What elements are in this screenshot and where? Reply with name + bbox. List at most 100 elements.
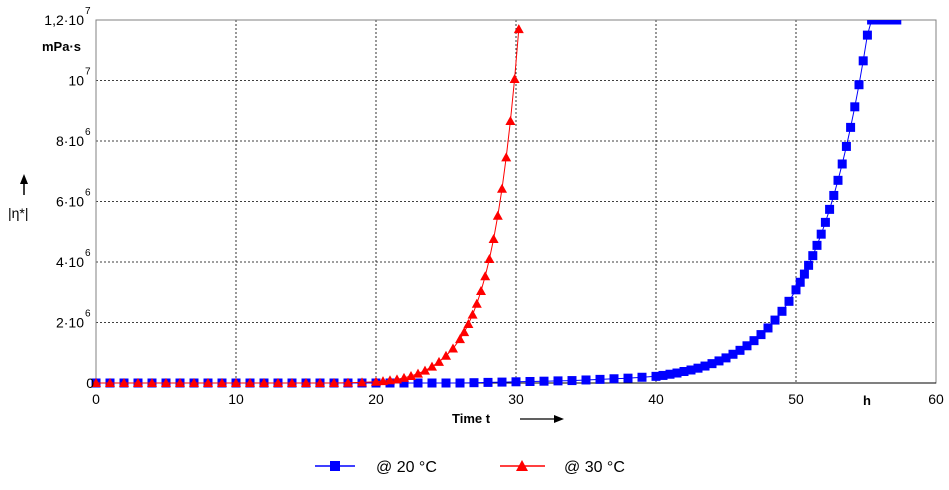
x-tick-label: 10	[228, 391, 244, 407]
data-series	[91, 20, 902, 388]
data-point	[816, 229, 826, 239]
data-point	[513, 24, 524, 34]
data-point	[455, 334, 465, 344]
data-point	[399, 378, 409, 388]
data-point	[413, 378, 423, 388]
data-point	[441, 378, 451, 388]
legend-label-20c: @ 20 °C	[376, 459, 437, 476]
x-tick-label: 0	[92, 391, 100, 407]
y-tick-label: 0	[86, 375, 94, 391]
data-point	[658, 370, 668, 380]
data-point	[259, 378, 269, 387]
data-point	[175, 378, 185, 387]
y-tick-exponent: 7	[85, 67, 91, 78]
data-point	[567, 376, 577, 386]
data-point	[315, 378, 325, 387]
data-point	[245, 378, 255, 387]
data-point	[441, 350, 451, 360]
data-point	[434, 356, 444, 366]
data-point	[357, 377, 367, 387]
data-point	[525, 376, 535, 386]
data-point	[700, 361, 710, 371]
data-point	[581, 375, 591, 385]
y-tick-label: 1,2·10	[44, 12, 84, 28]
data-point	[795, 277, 805, 287]
data-point	[469, 378, 479, 388]
data-point	[406, 371, 416, 381]
data-point	[501, 152, 512, 162]
data-point	[189, 378, 199, 387]
data-point	[427, 378, 437, 388]
data-point	[385, 375, 395, 385]
x-axis-label: Time t	[452, 411, 491, 426]
data-point	[637, 372, 647, 382]
data-point	[105, 378, 115, 387]
data-point	[820, 217, 830, 227]
data-point	[609, 374, 619, 384]
data-point	[484, 253, 495, 263]
y-tick-exponent: 6	[85, 188, 91, 199]
series-line	[96, 29, 520, 384]
data-point	[497, 377, 507, 387]
data-point	[420, 365, 430, 375]
data-point	[287, 378, 297, 387]
data-point	[217, 378, 227, 387]
data-point	[488, 234, 499, 244]
data-point	[467, 309, 478, 319]
x-axis-arrow-icon	[520, 415, 564, 423]
series-1	[91, 24, 524, 387]
x-axis-ticks: 0 10 20 30 40 50 60	[92, 391, 944, 407]
data-point	[413, 368, 423, 378]
data-point	[693, 363, 703, 373]
y-tick-label: 10	[68, 73, 84, 89]
data-point	[841, 141, 851, 151]
legend-label-30c: @ 30 °C	[564, 459, 625, 476]
data-point	[455, 378, 465, 388]
x-tick-label: 60	[928, 391, 944, 407]
data-point	[463, 319, 474, 329]
data-point	[665, 369, 675, 379]
data-point	[777, 306, 787, 316]
grid-lines	[96, 19, 936, 383]
data-point	[448, 343, 458, 353]
data-point	[553, 376, 563, 386]
data-point	[854, 80, 864, 90]
data-point	[509, 73, 520, 83]
y-axis-unit: mPa·s	[42, 39, 81, 54]
data-point	[846, 122, 856, 132]
data-point	[492, 210, 503, 220]
data-point	[707, 359, 717, 369]
data-point	[505, 116, 516, 126]
data-point	[784, 296, 794, 306]
data-point	[371, 376, 381, 386]
legend-item-20c: @ 20 °C	[315, 459, 437, 476]
data-point	[147, 378, 157, 387]
y-tick-label: 8·10	[56, 133, 84, 149]
data-point	[850, 102, 860, 112]
data-point	[329, 378, 339, 387]
data-point	[679, 367, 689, 377]
data-point	[623, 373, 633, 383]
data-point	[825, 204, 835, 214]
y-tick-exponent: 6	[85, 127, 91, 138]
data-point	[539, 376, 549, 386]
data-point	[672, 368, 682, 378]
data-point	[471, 298, 482, 308]
y-tick-exponent: 6	[85, 248, 91, 259]
legend: @ 20 °C @ 30 °C	[315, 459, 625, 476]
data-point	[497, 183, 507, 193]
y-tick-label: 6·10	[56, 194, 84, 210]
y-tick-label: 2·10	[56, 315, 84, 331]
data-point	[808, 251, 818, 261]
y-axis-label: |η*|	[8, 205, 29, 221]
data-point	[862, 30, 872, 40]
data-point	[721, 353, 731, 363]
data-point	[231, 378, 241, 387]
data-point	[378, 376, 388, 386]
data-point	[511, 377, 521, 387]
data-point	[343, 377, 353, 387]
data-point	[833, 175, 843, 185]
x-tick-label: 50	[788, 391, 804, 407]
